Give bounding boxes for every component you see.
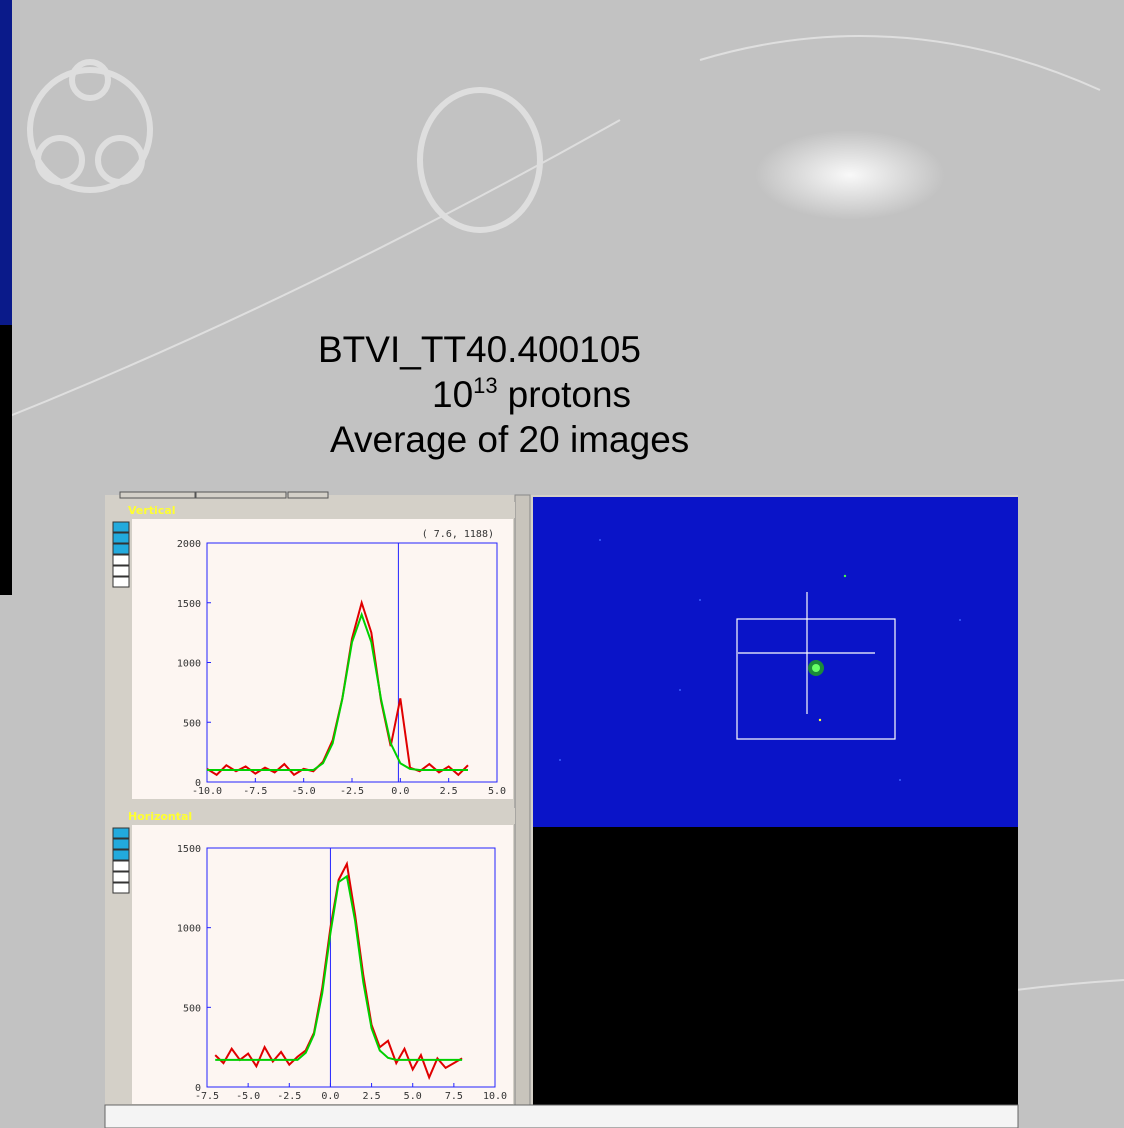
panel-title: Vertical	[128, 504, 176, 517]
slide: BTVI_TT40.400105 1013 protons Average of …	[0, 0, 1124, 1128]
x-tick-label: -7.5	[243, 786, 267, 797]
title-text: protons	[508, 374, 631, 415]
tool-button[interactable]	[113, 566, 129, 576]
beam-core	[812, 664, 820, 672]
x-tick-label: 0.0	[321, 1091, 339, 1102]
tabs	[120, 492, 328, 498]
background-glow	[755, 130, 945, 220]
x-tick-label: -10.0	[192, 786, 222, 797]
y-tick-label: 1500	[177, 844, 201, 855]
tool-button[interactable]	[113, 577, 129, 587]
title-base: 10	[432, 374, 473, 415]
x-tick-label: -2.5	[277, 1091, 301, 1102]
y-tick-label: 500	[183, 718, 201, 729]
x-tick-label: -5.0	[236, 1091, 260, 1102]
x-tick-label: 2.5	[440, 786, 458, 797]
left-strip-blue	[0, 0, 12, 325]
tool-button[interactable]	[113, 533, 129, 543]
y-tick-label: 1000	[177, 659, 201, 670]
tool-button[interactable]	[113, 839, 129, 849]
y-tick-label: 2000	[177, 539, 201, 550]
camera-image	[533, 497, 1018, 827]
x-tick-label: 7.5	[445, 1091, 463, 1102]
left-strip-black	[0, 325, 12, 595]
tool-button[interactable]	[113, 861, 129, 871]
x-tick-label: 0.0	[391, 786, 409, 797]
y-tick-label: 1000	[177, 924, 201, 935]
panel-title: Horizontal	[128, 810, 192, 823]
title-line: BTVI_TT40.400105	[318, 329, 641, 370]
x-tick-label: 5.0	[404, 1091, 422, 1102]
tool-button[interactable]	[113, 522, 129, 532]
x-tick-label: 10.0	[483, 1091, 507, 1102]
x-tick-label: -2.5	[340, 786, 364, 797]
title-line: 1013 protons	[432, 373, 631, 415]
x-tick-label: 2.5	[363, 1091, 381, 1102]
title-line: Average of 20 images	[330, 419, 689, 460]
x-tick-label: -5.0	[292, 786, 316, 797]
x-tick-label: -7.5	[195, 1091, 219, 1102]
status-bar	[105, 1105, 1018, 1128]
camera-empty	[533, 827, 1018, 1105]
splitter[interactable]	[515, 495, 530, 1105]
tool-button[interactable]	[113, 828, 129, 838]
title-exponent: 13	[473, 373, 497, 398]
tool-button[interactable]	[113, 850, 129, 860]
y-tick-label: 500	[183, 1003, 201, 1014]
tool-button[interactable]	[113, 555, 129, 565]
cursor-readout: ( 7.6, 1188)	[422, 529, 494, 540]
tool-button[interactable]	[113, 872, 129, 882]
x-tick-label: 5.0	[488, 786, 506, 797]
tool-button[interactable]	[113, 544, 129, 554]
y-tick-label: 1500	[177, 599, 201, 610]
tool-button[interactable]	[113, 883, 129, 893]
